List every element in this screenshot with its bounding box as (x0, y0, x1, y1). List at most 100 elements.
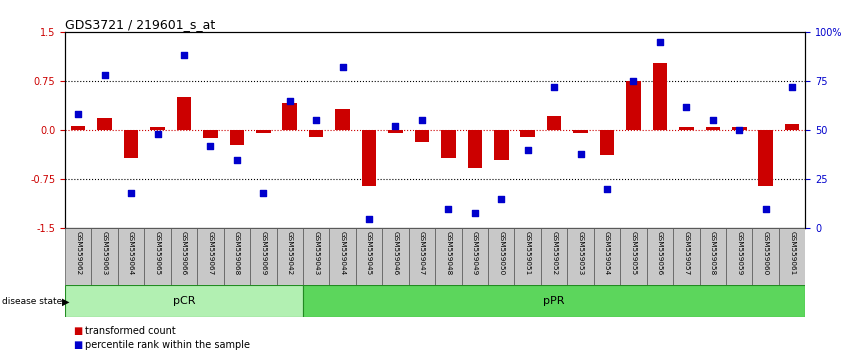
Text: ■: ■ (74, 326, 83, 336)
Point (547, 84, 561, 90)
FancyBboxPatch shape (726, 228, 753, 285)
Text: GSM559066: GSM559066 (181, 230, 187, 275)
Bar (309, 130, 323, 137)
Text: GSM559058: GSM559058 (710, 230, 716, 275)
FancyBboxPatch shape (303, 285, 805, 317)
FancyBboxPatch shape (488, 228, 514, 285)
Point (680, 104, 694, 109)
FancyBboxPatch shape (594, 228, 620, 285)
FancyBboxPatch shape (65, 228, 92, 285)
Text: GSM559049: GSM559049 (472, 230, 478, 275)
Text: percentile rank within the sample: percentile rank within the sample (85, 340, 250, 350)
Bar (177, 97, 191, 130)
FancyBboxPatch shape (673, 228, 700, 285)
Bar (468, 130, 482, 168)
Point (151, 131, 165, 137)
Bar (626, 81, 641, 130)
Bar (97, 118, 112, 130)
Point (71, 112, 85, 117)
FancyBboxPatch shape (223, 228, 250, 285)
Point (494, 196, 508, 202)
Point (256, 190, 270, 196)
Text: GSM559044: GSM559044 (339, 230, 346, 275)
Point (309, 118, 323, 123)
FancyBboxPatch shape (171, 228, 197, 285)
Text: GSM559069: GSM559069 (261, 230, 266, 275)
Bar (388, 130, 403, 133)
Point (520, 147, 534, 153)
FancyBboxPatch shape (145, 228, 171, 285)
Point (573, 151, 587, 156)
Point (653, 39, 667, 45)
Text: GSM559063: GSM559063 (101, 230, 107, 275)
Point (283, 98, 297, 103)
Text: GSM559052: GSM559052 (551, 230, 557, 275)
Text: GSM559059: GSM559059 (736, 230, 742, 275)
Text: GSM559053: GSM559053 (578, 230, 584, 275)
Bar (759, 130, 773, 186)
FancyBboxPatch shape (409, 228, 435, 285)
Bar (600, 130, 614, 155)
Point (98, 72, 112, 78)
Point (362, 216, 376, 221)
Text: GSM559061: GSM559061 (789, 230, 795, 275)
FancyBboxPatch shape (620, 228, 647, 285)
Point (442, 206, 456, 212)
Text: pCR: pCR (172, 296, 195, 306)
Text: GSM559048: GSM559048 (445, 230, 451, 275)
Point (468, 210, 481, 216)
FancyBboxPatch shape (92, 228, 118, 285)
FancyBboxPatch shape (753, 228, 779, 285)
Text: GSM559054: GSM559054 (604, 230, 610, 275)
Point (229, 157, 243, 162)
Text: GSM559060: GSM559060 (763, 230, 769, 275)
FancyBboxPatch shape (356, 228, 382, 285)
Text: GDS3721 / 219601_s_at: GDS3721 / 219601_s_at (65, 18, 215, 31)
FancyBboxPatch shape (65, 285, 303, 317)
Bar (441, 130, 456, 158)
Text: GSM559045: GSM559045 (366, 230, 372, 275)
FancyBboxPatch shape (647, 228, 673, 285)
Bar (547, 116, 561, 130)
Point (785, 84, 799, 90)
FancyBboxPatch shape (462, 228, 488, 285)
Bar (494, 130, 508, 160)
FancyBboxPatch shape (329, 228, 356, 285)
Text: GSM559046: GSM559046 (392, 230, 398, 275)
Text: pPR: pPR (543, 296, 565, 306)
Bar (679, 127, 694, 130)
FancyBboxPatch shape (197, 228, 223, 285)
Point (124, 190, 138, 196)
Bar (573, 130, 588, 133)
FancyBboxPatch shape (567, 228, 594, 285)
Point (706, 118, 720, 123)
Text: ▶: ▶ (61, 297, 69, 307)
Text: GSM559051: GSM559051 (525, 230, 531, 275)
Bar (335, 109, 350, 130)
Bar (653, 63, 667, 130)
FancyBboxPatch shape (779, 228, 805, 285)
Bar (150, 127, 165, 130)
Text: ■: ■ (74, 340, 83, 350)
Bar (520, 130, 535, 137)
Text: GSM559055: GSM559055 (630, 230, 637, 275)
Point (204, 143, 217, 149)
FancyBboxPatch shape (303, 228, 329, 285)
Text: GSM559043: GSM559043 (313, 230, 320, 275)
Bar (282, 103, 297, 130)
Point (627, 78, 641, 84)
Bar (362, 130, 377, 186)
Bar (785, 124, 799, 130)
FancyBboxPatch shape (514, 228, 541, 285)
Bar (124, 130, 139, 158)
Point (177, 53, 191, 58)
Text: GSM559042: GSM559042 (287, 230, 293, 275)
Text: GSM559064: GSM559064 (128, 230, 134, 275)
Point (389, 123, 403, 129)
FancyBboxPatch shape (700, 228, 726, 285)
Text: GSM559047: GSM559047 (419, 230, 425, 275)
FancyBboxPatch shape (250, 228, 276, 285)
Bar (415, 130, 430, 142)
Bar (229, 130, 244, 144)
Text: GSM559065: GSM559065 (154, 230, 160, 275)
